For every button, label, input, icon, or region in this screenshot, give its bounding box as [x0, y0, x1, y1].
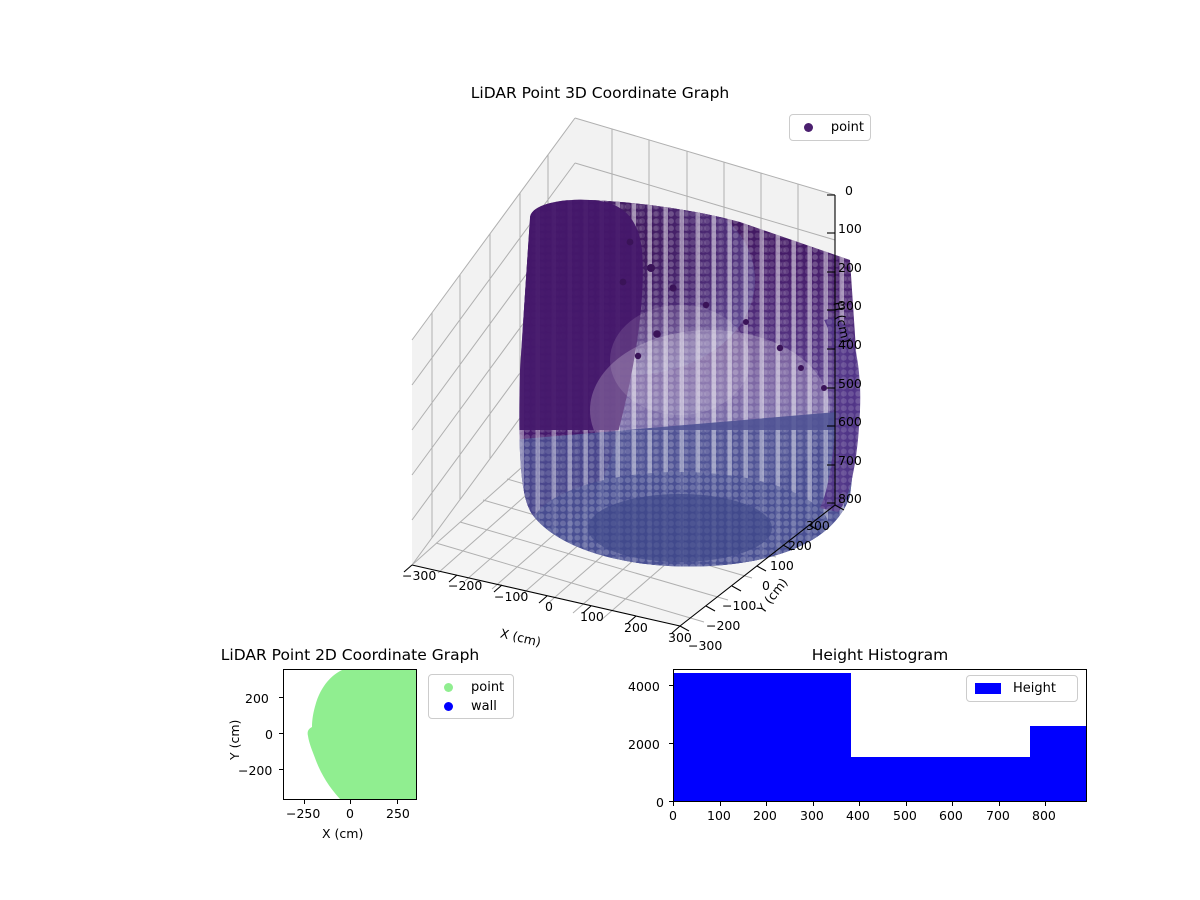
scatter2d-point-cloud	[307, 670, 416, 799]
histogram-ytick-0: 0	[656, 795, 664, 810]
histogram-xtick-5: 500	[893, 808, 917, 823]
histogram-ytickmark-0	[669, 801, 673, 802]
histogram-ytick-1: 2000	[628, 737, 660, 752]
scatter2d-xtickmark-1	[350, 800, 351, 804]
scatter2d-legend[interactable]: point wall	[428, 674, 514, 719]
legend-item-wall[interactable]: wall	[435, 697, 507, 716]
scatter3d-xtick-6: 300	[668, 630, 692, 645]
histogram-xtickmark-3	[813, 802, 814, 806]
scatter3d-ztick-3: 300	[838, 298, 862, 313]
histogram-xtick-2: 200	[753, 808, 777, 823]
scatter3d-ytick-6: −300	[688, 638, 723, 653]
scatter2d-ytick-1: 0	[265, 727, 273, 742]
point-marker-icon	[435, 683, 461, 692]
scatter3d-legend[interactable]: point	[789, 114, 871, 141]
scatter3d-ytick-1: 200	[788, 538, 812, 553]
histogram-xtick-6: 600	[939, 808, 963, 823]
scatter3d-xtick-1: −200	[448, 578, 483, 593]
histogram-ytickmark-2	[669, 685, 673, 686]
legend-label-point: point	[830, 120, 864, 135]
scatter2d-xtickmark-2	[397, 800, 398, 804]
scatter2d-ytickmark-2	[279, 769, 283, 770]
scatter2d-ytick-0: 200	[245, 691, 269, 706]
scatter3d-xtick-5: 200	[624, 620, 648, 635]
scatter3d-ztick-8: 800	[838, 491, 862, 506]
histogram-xtickmark-1	[720, 802, 721, 806]
legend-label-point: point	[471, 680, 505, 695]
scatter3d-title: LiDAR Point 3D Coordinate Graph	[470, 84, 730, 102]
histogram-xtickmark-7	[999, 802, 1000, 806]
scatter2d-ytick-2: −200	[238, 763, 273, 778]
histogram-xtickmark-6	[952, 802, 953, 806]
scatter3d-xtick-0: −300	[402, 568, 437, 583]
legend-item-point[interactable]: point	[796, 118, 864, 137]
histogram-xtick-0: 0	[669, 808, 677, 823]
scatter3d-ytick-0: 300	[806, 518, 830, 533]
height-patch-icon	[973, 683, 1003, 694]
scatter3d-ztick-1: 100	[838, 221, 862, 236]
scatter2d-title: LiDAR Point 2D Coordinate Graph	[220, 646, 480, 664]
legend-item-height[interactable]: Height	[973, 679, 1071, 698]
histogram-bar-2	[1030, 726, 1086, 801]
scatter3d-ticks	[403, 194, 845, 634]
wall-marker-icon	[435, 702, 461, 711]
histogram-bar-0	[674, 673, 851, 801]
scatter3d-ztick-7: 700	[838, 453, 862, 468]
histogram-xtickmark-0	[673, 802, 674, 806]
histogram-xtick-1: 100	[707, 808, 731, 823]
scatter2d-ylabel: Y (cm)	[227, 719, 242, 760]
scatter3d-point-cloud	[519, 199, 861, 567]
histogram-bar-1	[851, 757, 1030, 801]
scatter3d-svg	[403, 117, 861, 634]
scatter3d-xtick-4: 100	[580, 609, 604, 624]
histogram-xtick-7: 700	[986, 808, 1010, 823]
scatter2d-axes[interactable]	[283, 669, 417, 800]
scatter3d-axes[interactable]	[380, 110, 940, 650]
point-marker-icon	[796, 123, 821, 132]
scatter3d-ztick-2: 200	[838, 260, 862, 275]
histogram-ytickmark-1	[669, 743, 673, 744]
scatter3d-ytick-4: −100	[722, 598, 757, 613]
histogram-title: Height Histogram	[811, 646, 949, 664]
scatter2d-xtickmark-0	[304, 800, 305, 804]
scatter3d-ztick-0: 0	[845, 183, 853, 198]
scatter3d-ytick-3: 0	[762, 578, 770, 593]
histogram-xtick-3: 300	[800, 808, 824, 823]
histogram-xtickmark-4	[859, 802, 860, 806]
scatter3d-ztick-6: 600	[838, 414, 862, 429]
scatter3d-ytick-2: 100	[770, 558, 794, 573]
scatter2d-xlabel: X (cm)	[322, 826, 364, 841]
histogram-xtickmark-2	[766, 802, 767, 806]
histogram-xtickmark-5	[906, 802, 907, 806]
histogram-xtick-4: 400	[846, 808, 870, 823]
legend-item-point[interactable]: point	[435, 678, 507, 697]
scatter2d-ytickmark-0	[279, 697, 283, 698]
legend-label-height: Height	[1013, 681, 1056, 696]
histogram-legend[interactable]: Height	[966, 675, 1078, 702]
scatter2d-xtick-2: 250	[386, 806, 410, 821]
histogram-xtick-8: 800	[1032, 808, 1056, 823]
scatter3d-ytick-5: −200	[706, 618, 741, 633]
scatter3d-ztick-4: 400	[838, 337, 862, 352]
histogram-ytick-2: 4000	[628, 679, 660, 694]
scatter2d-ytickmark-1	[279, 733, 283, 734]
scatter3d-xtick-3: 0	[545, 599, 553, 614]
legend-label-wall: wall	[471, 699, 497, 714]
scatter2d-xtick-0: −250	[286, 806, 321, 821]
scatter2d-xtick-1: 0	[346, 806, 354, 821]
scatter3d-xtick-2: −100	[494, 589, 529, 604]
scatter3d-ztick-5: 500	[838, 376, 862, 391]
histogram-xtickmark-8	[1045, 802, 1046, 806]
